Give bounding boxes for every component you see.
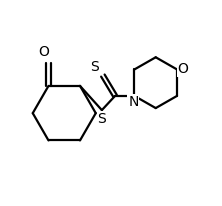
Text: O: O [178, 62, 188, 76]
Text: O: O [38, 45, 49, 59]
Text: S: S [97, 112, 106, 126]
Text: S: S [90, 60, 99, 74]
Text: N: N [128, 95, 139, 109]
